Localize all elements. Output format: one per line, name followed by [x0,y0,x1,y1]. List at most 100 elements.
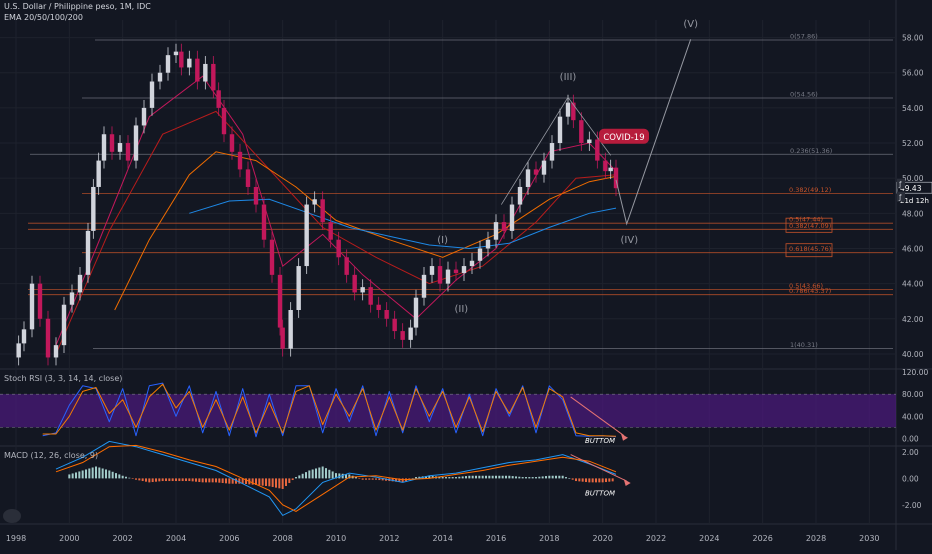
candle-body [613,167,619,189]
macd-histogram-bar [185,478,187,482]
macd-histogram-bar [375,478,377,480]
candle-body [229,134,235,152]
macd-histogram-bar [241,478,244,484]
x-tick-label: 2000 [59,534,79,543]
candle-body [541,160,547,175]
macd-histogram-bar [361,478,364,480]
macd-histogram-bar [608,478,611,482]
macd-histogram-bar [535,477,537,479]
x-tick-label: 2026 [752,534,772,543]
macd-histogram-bar [345,474,347,479]
ema200-line [189,198,617,250]
macd-histogram-bar [198,478,201,483]
macd-annotation: BUTTOM [585,490,615,498]
candle-body [211,63,216,91]
macd-histogram-bar [278,478,281,489]
macd-histogram-bar [301,473,304,479]
macd-histogram-bar [458,476,461,479]
candle-body [595,139,600,161]
stoch-y-tick-label: 80.00 [902,390,924,399]
macd-y-tick-label: -2.00 [902,501,922,510]
macd-label: MACD (12, 26, close, 9) [4,451,99,460]
macd-histogram-bar [85,469,87,479]
candle-body [320,199,325,223]
macd-histogram-bar [398,478,401,483]
candle-body [157,72,163,82]
macd-histogram-bar [118,474,121,479]
candle-body [101,134,107,161]
candle-body [277,274,283,328]
candle-body [485,239,491,249]
x-tick-label: 2014 [432,534,452,543]
macd-histogram-bar [111,471,114,479]
x-tick-label: 1998 [6,534,26,543]
x-tick-label: 2024 [699,534,719,543]
y-tick-label: 40.00 [902,350,924,359]
macd-histogram-bar [468,475,471,479]
stoch-y-tick-label: 120.00 [902,368,928,377]
macd-histogram-bar [268,478,271,487]
macd-histogram-bar [135,478,137,480]
macd-histogram-bar [611,478,614,482]
macd-histogram-bar [558,475,561,479]
macd-histogram-bar [538,476,541,479]
macd-histogram-bar [601,478,604,483]
candle-body [571,102,576,121]
macd-histogram-bar [575,478,577,482]
candle-body [400,331,405,340]
candle-body [384,310,389,319]
macd-histogram-bar [438,476,441,479]
covid-badge-label: COVID-19 [603,133,644,143]
macd-histogram-bar [121,475,124,479]
candle-body [221,107,227,135]
macd-histogram-bar [211,478,214,483]
candle-body [117,143,123,152]
fib-level-label: 0.786(43.37) [789,287,831,295]
candle-body [77,274,83,293]
price-pane: 0(57.86) 0(54.56) 0.236(51.36) 0.382(49.12)… [16,19,893,366]
candle-body [360,287,365,293]
candle-body [501,222,507,231]
candle-body [173,51,179,56]
stoch-band [0,394,896,428]
macd-histogram-bar [451,477,454,479]
macd-histogram-bar [295,477,297,479]
wave-label: (II) [454,304,468,315]
symbol-title: U.S. Dollar / Philippine peso, 1M, IDC [4,2,151,11]
candle-body [85,230,91,275]
wave-label: (IV) [621,235,639,246]
macd-histogram-bar [231,478,234,484]
x-tick-label: 2004 [166,534,186,543]
macd-histogram-bar [75,472,77,479]
y-tick-label: 52.00 [902,139,924,148]
candle-body [525,169,531,187]
macd-histogram-bar [165,478,167,482]
x-tick-label: 2022 [646,534,666,543]
tradingview-logo-icon[interactable] [3,509,21,523]
macd-histogram-bar [471,475,474,479]
candle-body [453,269,459,274]
macd-histogram-bar [291,478,294,481]
y-tick-label: 46.00 [902,244,924,253]
candle-body [445,269,451,284]
candle-body [37,283,43,319]
macd-histogram-bar [141,478,144,482]
macd-histogram-bar [511,476,514,479]
candle-body [517,186,523,205]
stoch-y-tick-label: 40.00 [902,412,924,421]
stoch-arrow-head [621,433,628,441]
candle-body [304,204,309,267]
signal-line [55,444,617,512]
macd-histogram-bar [491,475,494,479]
candle-body [261,204,267,240]
macd-histogram-bar [348,474,351,479]
ema100-line [114,151,617,311]
macd-histogram-bar [318,467,321,479]
candle-body [269,239,275,275]
y-tick-label: 54.00 [902,104,924,113]
x-tick-label: 2030 [859,534,879,543]
macd-histogram-bar [131,478,134,479]
wave-label: (V) [683,19,698,30]
